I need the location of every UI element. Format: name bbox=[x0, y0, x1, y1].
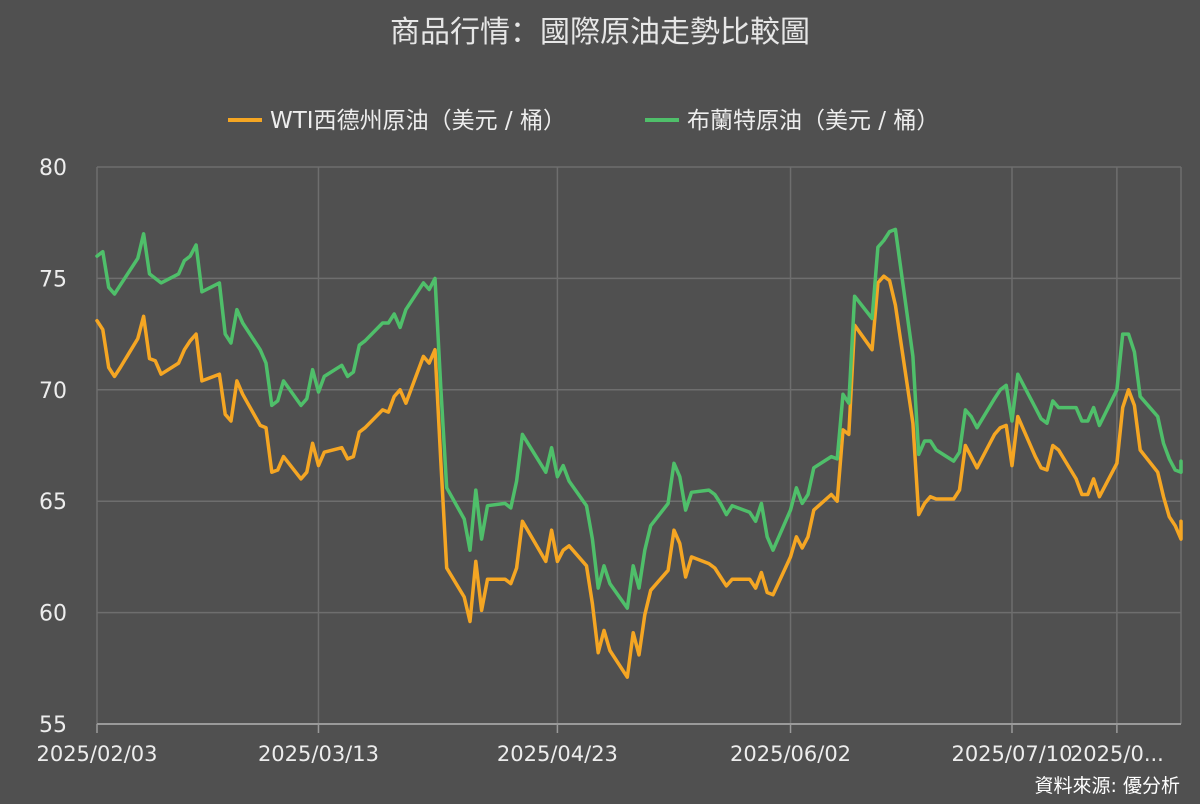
series-line-wti bbox=[95, 274, 1183, 679]
legend-label-wti: WTI西德州原油（美元 / 桶） bbox=[270, 108, 566, 134]
y-tick-label: 75 bbox=[39, 267, 67, 292]
chart-title: 商品行情：國際原油走勢比較圖 bbox=[390, 15, 810, 50]
x-tick-label: 2025/07/10 bbox=[951, 742, 1072, 766]
legend-label-brent: 布蘭特原油（美元 / 桶） bbox=[687, 108, 939, 134]
x-axis-ticks: 2025/02/03 2025/03/13 2025/04/23 2025/06/02… bbox=[36, 724, 1164, 766]
x-tick-label: 2025/06/02 bbox=[730, 742, 851, 766]
x-tick-label: 2025/0... bbox=[1070, 742, 1164, 766]
series-layer bbox=[95, 227, 1183, 679]
source-note: 資料來源: 優分析 bbox=[1035, 775, 1180, 797]
y-tick-label: 80 bbox=[39, 156, 67, 181]
legend-item-wti[interactable]: WTI西德州原油（美元 / 桶） bbox=[228, 108, 566, 134]
legend-item-brent[interactable]: 布蘭特原油（美元 / 桶） bbox=[645, 108, 939, 134]
x-tick-label: 2025/04/23 bbox=[497, 742, 618, 766]
x-tick-label: 2025/02/03 bbox=[36, 742, 157, 766]
y-tick-label: 65 bbox=[39, 490, 67, 515]
x-tick-label: 2025/03/13 bbox=[258, 742, 379, 766]
y-axis-ticks: 55 60 65 70 75 80 bbox=[39, 156, 67, 738]
y-tick-label: 60 bbox=[39, 602, 67, 627]
gridlines bbox=[96, 166, 1182, 724]
y-tick-label: 70 bbox=[39, 379, 67, 404]
series-line-brent bbox=[95, 227, 1183, 610]
legend: WTI西德州原油（美元 / 桶） 布蘭特原油（美元 / 桶） bbox=[228, 108, 939, 134]
y-tick-label: 55 bbox=[39, 713, 67, 738]
